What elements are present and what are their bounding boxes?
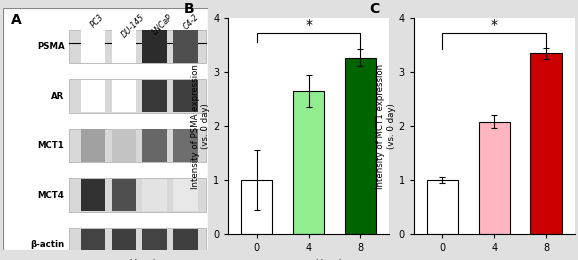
FancyBboxPatch shape — [112, 179, 136, 211]
Bar — [69, 30, 206, 63]
Text: A: A — [11, 13, 22, 27]
FancyBboxPatch shape — [81, 179, 105, 211]
Text: MCT4: MCT4 — [38, 191, 64, 200]
Text: MCT1: MCT1 — [38, 141, 64, 150]
Y-axis label: Intensity of MCT1 expression
(vs. 0 day): Intensity of MCT1 expression (vs. 0 day) — [376, 63, 396, 189]
FancyBboxPatch shape — [81, 229, 105, 260]
Text: LNCaP: LNCaP — [151, 13, 175, 36]
Bar — [69, 129, 206, 162]
Text: DU-145: DU-145 — [120, 13, 147, 40]
Text: C4-2: C4-2 — [181, 13, 201, 32]
Text: PC3: PC3 — [89, 13, 106, 30]
Bar — [69, 79, 206, 113]
Text: *: * — [305, 18, 312, 32]
Bar — [531, 53, 562, 234]
Bar — [427, 180, 458, 234]
Text: (days): (days) — [129, 259, 157, 260]
Text: AR: AR — [51, 92, 64, 101]
Bar — [69, 228, 206, 260]
Text: *: * — [491, 18, 498, 32]
FancyBboxPatch shape — [81, 129, 105, 162]
Bar — [293, 91, 324, 234]
Bar — [345, 57, 376, 234]
Text: PSMA: PSMA — [37, 42, 64, 51]
FancyBboxPatch shape — [173, 229, 198, 260]
FancyBboxPatch shape — [173, 179, 198, 211]
FancyBboxPatch shape — [173, 129, 198, 162]
FancyBboxPatch shape — [112, 30, 136, 63]
FancyBboxPatch shape — [142, 80, 167, 112]
FancyBboxPatch shape — [142, 129, 167, 162]
Text: B: B — [183, 2, 194, 16]
FancyBboxPatch shape — [112, 80, 136, 112]
FancyBboxPatch shape — [173, 30, 198, 63]
Bar — [69, 178, 206, 212]
FancyBboxPatch shape — [142, 30, 167, 63]
FancyBboxPatch shape — [112, 229, 136, 260]
Text: β-actin: β-actin — [30, 240, 64, 249]
FancyBboxPatch shape — [112, 129, 136, 162]
FancyBboxPatch shape — [173, 80, 198, 112]
FancyBboxPatch shape — [81, 30, 105, 63]
Text: C: C — [369, 2, 379, 16]
FancyBboxPatch shape — [142, 229, 167, 260]
Bar — [241, 180, 272, 234]
Text: (days): (days) — [314, 259, 343, 260]
Y-axis label: Intensity of PSMA expression
(vs. 0 day): Intensity of PSMA expression (vs. 0 day) — [191, 64, 210, 188]
Bar — [479, 122, 510, 234]
FancyBboxPatch shape — [3, 8, 208, 250]
FancyBboxPatch shape — [81, 80, 105, 112]
FancyBboxPatch shape — [142, 179, 167, 211]
